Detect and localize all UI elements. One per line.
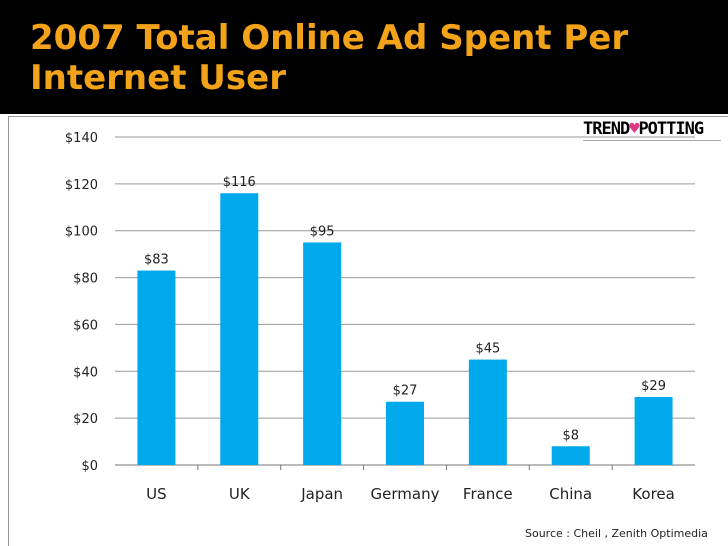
data-label: $116: [223, 175, 256, 190]
x-tick-label: UK: [229, 485, 251, 503]
y-tick-label: $40: [73, 365, 98, 380]
x-tick-label: China: [549, 485, 592, 503]
x-tick-label: France: [463, 485, 513, 503]
heart-icon: ♥: [629, 119, 639, 139]
panel-border-left: [8, 116, 9, 546]
y-tick-label: $0: [81, 459, 98, 474]
chart-panel: [0, 114, 728, 546]
x-tick-label: Germany: [371, 485, 440, 503]
data-label: $83: [144, 253, 169, 268]
y-tick-label: $60: [73, 318, 98, 333]
data-label: $8: [562, 428, 579, 443]
y-tick-label: $100: [65, 225, 98, 240]
bar: [551, 446, 590, 465]
bar: [303, 242, 342, 465]
logo-text-right: POTTING: [638, 119, 704, 139]
bar: [634, 397, 673, 465]
x-tick-label: Japan: [300, 485, 343, 503]
y-tick-label: $120: [65, 178, 98, 193]
x-tick-label: US: [146, 485, 167, 503]
logo-text-left: TREND: [583, 119, 630, 139]
y-tick-label: $80: [73, 272, 98, 287]
trendspotting-logo: TREND ♥ POTTING: [583, 118, 723, 141]
data-label: $29: [641, 379, 666, 394]
bar: [220, 193, 259, 465]
data-label: $95: [310, 224, 335, 239]
x-tick-label: Korea: [632, 485, 675, 503]
logo-underline: [583, 140, 721, 141]
data-label: $45: [475, 342, 500, 357]
bar: [137, 270, 176, 465]
bar: [386, 401, 424, 465]
panel-border-top: [8, 116, 728, 117]
slide-title: 2007 Total Online Ad Spent Per Internet …: [30, 18, 629, 98]
y-tick-label: $20: [73, 412, 98, 427]
data-label: $27: [393, 384, 418, 399]
source-note: Source : Cheil , Zenith Optimedia: [525, 527, 708, 540]
y-tick-label: $140: [65, 131, 98, 146]
bar: [468, 359, 507, 465]
